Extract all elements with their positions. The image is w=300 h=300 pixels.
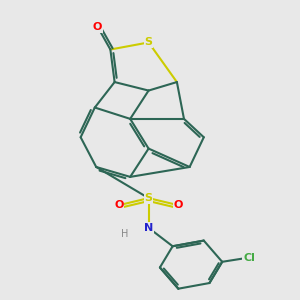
Text: S: S [145, 193, 153, 203]
Text: H: H [121, 229, 128, 238]
Text: N: N [144, 223, 153, 233]
Text: Cl: Cl [243, 253, 255, 262]
Text: O: O [174, 200, 183, 210]
Text: O: O [114, 200, 124, 210]
Text: S: S [145, 38, 153, 47]
Text: O: O [93, 22, 102, 32]
